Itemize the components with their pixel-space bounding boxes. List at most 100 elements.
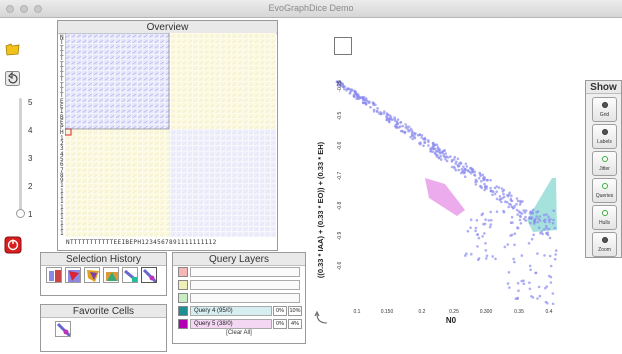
scatter-point [519,199,522,203]
scatter-point [528,264,532,268]
clear-all-button[interactable]: [Clear All] [226,330,252,336]
minimize-window-button[interactable] [20,5,28,13]
show-jitter-toggle[interactable]: Jitter [592,151,617,176]
scatter-point [429,147,432,150]
query-layer-row[interactable]: Query 5 (38/0) 0% 4% [178,319,302,329]
show-hulls-toggle[interactable]: Hulls [592,205,617,230]
scatter-point [507,271,511,274]
record-button[interactable] [4,236,22,254]
scatter-point [493,192,497,196]
overview-row-label: 7 [60,166,64,174]
history-thumb-3[interactable] [84,267,100,283]
show-toggle-label: Hulls [598,220,611,226]
scatter-point [543,254,546,257]
show-queries-toggle[interactable]: Queries [592,178,617,203]
overview-matrix[interactable] [65,33,276,237]
favorite-thumb-1[interactable] [55,321,71,337]
history-thumb-4[interactable] [103,267,119,283]
scatter-point [439,154,442,158]
scatter-y-tick: -0.9 [337,231,343,240]
scatter-point [477,258,480,261]
level-slider-handle[interactable] [16,209,25,218]
query-color-swatch[interactable] [178,306,188,316]
scatter-point [515,202,518,206]
scatter-point [441,150,444,154]
scatter-point [479,184,482,188]
scatter-y-tick: -0.8 [337,201,343,210]
scatter-point [404,126,408,129]
history-thumb-2[interactable] [65,267,81,283]
selection-preview-box[interactable] [334,37,352,55]
scatter-point [500,200,503,204]
history-thumb-5[interactable] [122,267,138,283]
query-layer-row[interactable]: Query 4 (95/0) 0% 10% [178,306,302,316]
scatter-point [410,129,414,133]
query-color-swatch[interactable] [178,267,188,277]
scatter-point [542,213,546,217]
history-thumb-6[interactable] [141,267,157,283]
scatter-point [463,168,467,171]
scatter-point [536,220,539,224]
query-layer-row[interactable] [178,293,302,303]
open-folder-button[interactable] [4,40,22,58]
query-label [190,280,300,290]
selection-history-panel: Selection History [40,252,167,296]
scatter-point [490,190,494,193]
close-window-button[interactable] [6,5,14,13]
show-grid-toggle[interactable]: Grid [592,97,617,122]
query-color-swatch[interactable] [178,293,188,303]
scatter-point [422,137,426,141]
show-toggle-label: Zoom [598,247,611,253]
scatter-point [502,210,506,214]
scatter-point [483,186,487,189]
overview-row-label: P [60,124,64,132]
scatter-point [353,90,357,94]
query-layer-row[interactable] [178,280,302,290]
scatter-point [510,194,513,198]
query-hull-magenta[interactable] [425,178,465,216]
history-thumb-1[interactable] [46,267,62,283]
scatter-point [508,191,511,195]
overview-row-label: T [60,44,64,52]
scatter-y-tick: -0.6 [337,141,343,150]
scatterplot[interactable]: -0.29 -0.5 -0.6 -0.7 -0.8 -0.9 -0.6 0.1 0.150 0.… [305,60,575,335]
scatter-point [444,157,447,161]
scatter-point [535,215,538,218]
scatter-point [487,219,491,222]
scatter-x-tick: 0.150 [381,309,394,315]
query-layer-row[interactable] [178,267,302,277]
scatter-point [524,209,528,212]
show-toggle-label: Grid [599,112,610,118]
query-color-swatch[interactable] [178,319,188,329]
overview-row-label: T [60,60,64,68]
scatter-point [341,83,345,86]
scatter-point [531,296,535,299]
scatter-point [533,222,536,225]
scatter-point [551,302,555,306]
scatter-point [515,208,519,212]
scatter-point [476,245,479,248]
scatter-point [538,215,542,218]
power-icon [4,236,22,254]
rotate-axes-button[interactable] [314,310,330,326]
toggle-indicator-icon [602,183,608,189]
scatter-point [423,141,427,144]
window-title: EvoGraphDice Demo [268,3,354,13]
scatter-point [427,144,430,147]
scatter-point [524,215,527,219]
rotate-icon [314,310,328,324]
show-zoom-toggle[interactable]: Zoom [592,232,617,257]
scatter-point [438,148,441,152]
undo-button[interactable] [4,70,22,88]
slider-tick-5: 5 [28,98,33,107]
scatter-point [513,232,517,235]
query-color-swatch[interactable] [178,280,188,290]
query-percent-2: 4% [288,319,302,329]
scatter-point [398,125,402,128]
scatter-point [464,162,468,166]
scatter-point [411,137,414,141]
maximize-window-button[interactable] [34,5,42,13]
level-slider-track[interactable] [19,98,22,218]
scatter-point [500,187,504,190]
show-labels-toggle[interactable]: Labels [592,124,617,149]
